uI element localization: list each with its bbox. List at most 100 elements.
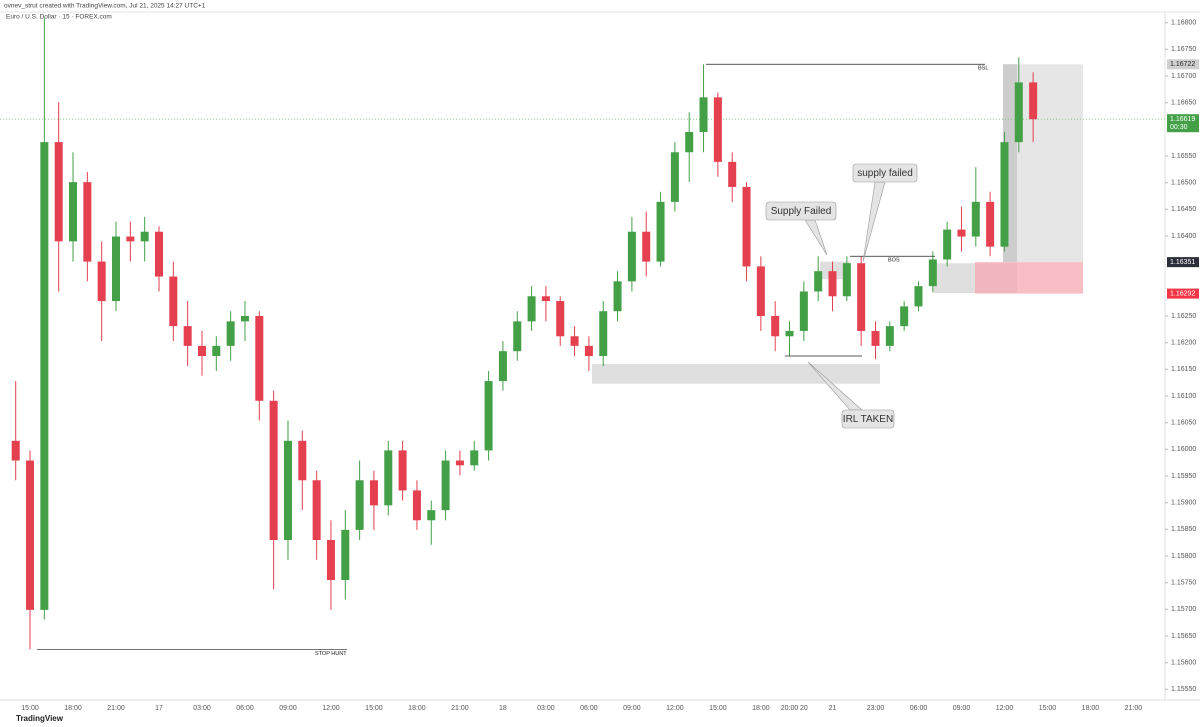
price-badge-label: 1.16722 — [1170, 61, 1195, 68]
y-tick-label: 1.15800 — [1171, 553, 1196, 560]
candle-body — [584, 345, 593, 356]
y-tick-label: 1.16650 — [1171, 100, 1196, 107]
candle-body — [197, 345, 206, 356]
candle-body — [384, 450, 393, 506]
x-tick-label: 03:00 — [537, 705, 555, 712]
x-tick-label: 20:00 — [781, 705, 799, 712]
x-tick-label: 21:00 — [451, 705, 469, 712]
x-tick-label: 09:00 — [623, 705, 641, 712]
x-tick-label: 18:00 — [752, 705, 770, 712]
credit: ovnev_strut created with TradingView.com… — [4, 3, 206, 10]
y-tick-label: 1.16100 — [1171, 393, 1196, 400]
x-tick-label: 15:00 — [21, 705, 39, 712]
candle-body — [298, 440, 307, 481]
x-tick-label: 21 — [829, 705, 837, 712]
candle-body — [513, 321, 522, 352]
callout-box — [852, 163, 918, 183]
zone — [592, 364, 880, 384]
candle-body — [26, 460, 35, 610]
candle-body — [642, 231, 651, 262]
y-tick-label: 1.15600 — [1171, 660, 1196, 667]
x-tick-label: 21:00 — [107, 705, 125, 712]
candle-body — [155, 231, 163, 277]
y-tick-label: 1.16500 — [1171, 180, 1196, 187]
candle-body — [828, 271, 837, 297]
candle-body — [140, 231, 149, 242]
x-tick-label: 23:00 — [867, 705, 885, 712]
y-tick-label: 1.16400 — [1171, 233, 1196, 240]
candle-body — [713, 97, 722, 162]
countdown: 00:30 — [1170, 124, 1188, 131]
candle-body — [914, 286, 923, 307]
candle-body — [885, 326, 894, 346]
zone — [820, 261, 850, 280]
x-tick-label: 15:00 — [709, 705, 727, 712]
x-tick-label: 15:00 — [1039, 705, 1057, 712]
callout-text: supply failed — [857, 168, 913, 179]
y-tick-label: 1.16800 — [1171, 20, 1196, 27]
candle-body — [527, 296, 536, 322]
candle-body — [355, 480, 364, 530]
x-tick-label: 09:00 — [953, 705, 971, 712]
x-tick-label: 15:00 — [365, 705, 383, 712]
candle-body — [986, 201, 995, 247]
level-label: BOS — [888, 258, 900, 264]
candle-body — [398, 450, 407, 491]
candle-body — [427, 510, 436, 521]
x-tick-label: 17 — [155, 705, 163, 712]
position-stop-zone — [975, 262, 1083, 294]
candle-body — [814, 271, 823, 292]
callout-box — [841, 409, 895, 429]
x-tick-label: 21:00 — [1125, 705, 1143, 712]
candle-body — [498, 351, 507, 382]
y-tick-label: 1.15900 — [1171, 500, 1196, 507]
x-tick-label: 03:00 — [193, 705, 211, 712]
x-tick-label: 12:00 — [666, 705, 684, 712]
candle-body — [943, 229, 952, 260]
x-tick-label: 18 — [499, 705, 507, 712]
candle-body — [1014, 82, 1023, 143]
callout-box — [765, 201, 837, 221]
candle-body — [83, 182, 92, 262]
candle-body — [756, 266, 765, 316]
candle-body — [742, 186, 751, 267]
candle-body — [126, 236, 135, 242]
candle-body — [728, 161, 737, 187]
callout-text: Supply Failed — [771, 206, 832, 217]
candle-body — [971, 201, 980, 237]
candle-body — [212, 345, 221, 356]
candle-body — [857, 263, 866, 331]
candle-body — [556, 301, 565, 337]
y-tick-label: 1.15850 — [1171, 526, 1196, 533]
callout-text: IRL TAKEN — [843, 414, 893, 425]
x-tick-label: 12:00 — [322, 705, 340, 712]
candle-body — [599, 311, 608, 356]
candle-body — [1029, 82, 1038, 120]
y-tick-label: 1.16750 — [1171, 46, 1196, 53]
candle-body — [40, 142, 49, 610]
current-price-label: 1.16619 — [1170, 116, 1195, 123]
candle-body — [1000, 142, 1009, 247]
y-tick-label: 1.15650 — [1171, 633, 1196, 640]
candle-body — [541, 296, 550, 302]
candle-body — [312, 480, 321, 540]
candle-body — [799, 291, 808, 331]
y-tick-label: 1.16550 — [1171, 153, 1196, 160]
y-tick-label: 1.16450 — [1171, 206, 1196, 213]
candle-body — [11, 440, 20, 461]
candle-body — [240, 316, 249, 322]
y-tick-label: 1.15750 — [1171, 580, 1196, 587]
candle-body — [785, 330, 794, 337]
candle-body — [484, 381, 493, 451]
x-tick-label: 06:00 — [236, 705, 254, 712]
x-tick-label: 09:00 — [279, 705, 297, 712]
candle-body — [842, 263, 851, 297]
candle-body — [369, 480, 378, 506]
x-tick-label: 18:00 — [408, 705, 426, 712]
candle-body — [613, 281, 622, 312]
y-tick-label: 1.16200 — [1171, 340, 1196, 347]
candle-body — [183, 326, 192, 346]
candle-body — [470, 450, 479, 466]
